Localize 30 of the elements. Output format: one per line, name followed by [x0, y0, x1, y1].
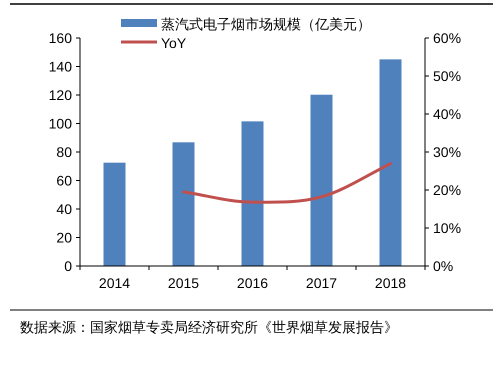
y2-tick-label: 50% [433, 68, 462, 84]
y-tick-label: 140 [48, 58, 72, 74]
y-tick-label: 160 [48, 30, 72, 46]
y-tick-label: 40 [56, 201, 72, 217]
y-tick-label: 0 [64, 258, 72, 274]
y-tick-label: 120 [48, 87, 72, 103]
y2-tick-label: 30% [433, 144, 462, 160]
x-tick-label: 2016 [236, 275, 268, 291]
x-tick-label: 2015 [168, 275, 200, 291]
y-tick-label: 60 [56, 172, 72, 188]
bar [380, 59, 402, 266]
y-tick-label: 80 [56, 144, 72, 160]
y2-tick-label: 60% [433, 30, 462, 46]
bar [104, 162, 126, 266]
y2-tick-label: 10% [433, 220, 462, 236]
y-tick-label: 100 [48, 116, 72, 132]
bar [242, 121, 264, 266]
y2-tick-label: 40% [433, 106, 462, 122]
x-tick-label: 2017 [306, 275, 338, 291]
line-series [182, 162, 392, 204]
bar [172, 142, 194, 266]
x-tick-label: 2018 [374, 275, 406, 291]
source-note: 数据来源：国家烟草专卖局经济研究所《世界烟草发展报告》 [20, 319, 398, 335]
y2-tick-label: 0% [433, 258, 454, 274]
legend-label: 蒸汽式电子烟市场规模（亿美元） [161, 16, 371, 32]
x-tick-label: 2014 [98, 275, 130, 291]
y-tick-label: 20 [56, 230, 72, 246]
legend-label: YoY [161, 35, 187, 51]
y2-tick-label: 20% [433, 182, 462, 198]
bar [310, 94, 332, 266]
